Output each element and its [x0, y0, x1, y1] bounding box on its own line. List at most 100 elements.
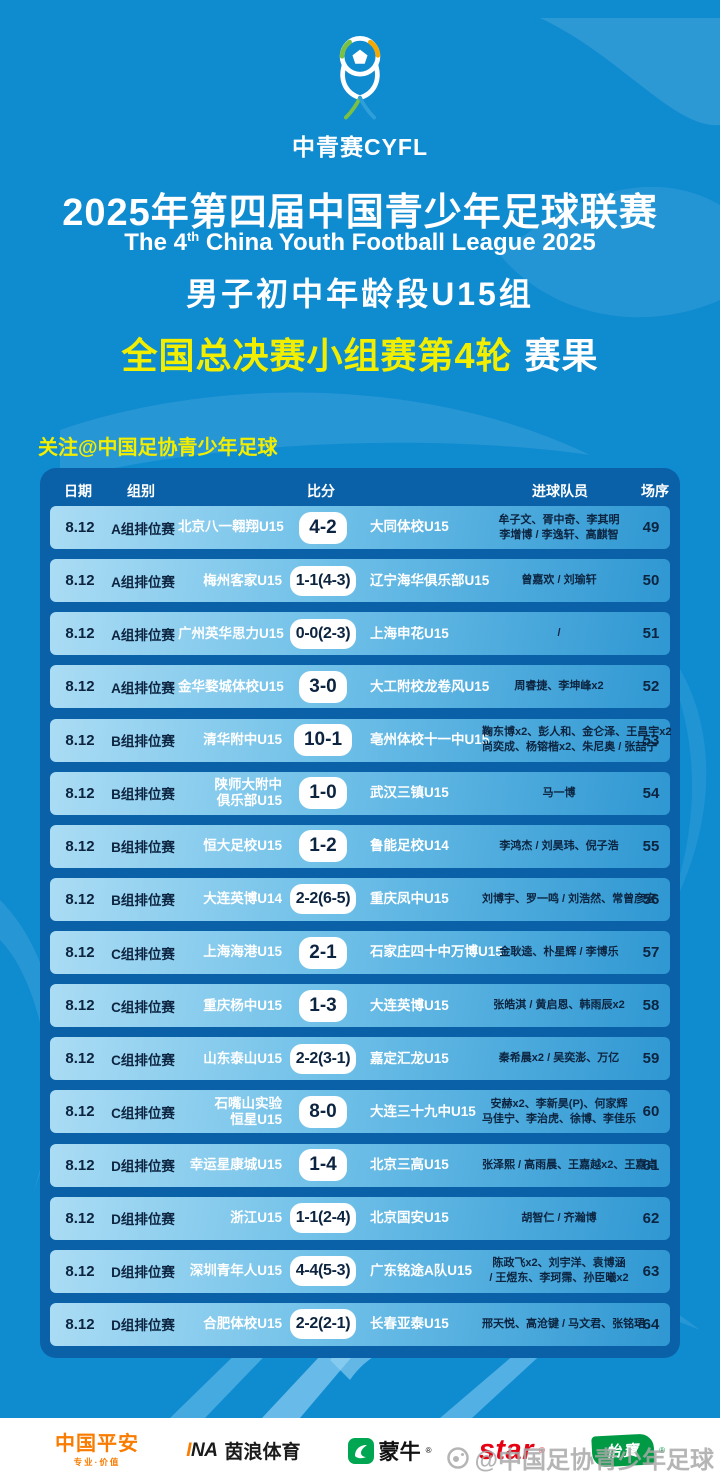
title-en-post: China Youth Football League 2025: [199, 229, 596, 256]
pingan-slogan: 专业·价值: [73, 1456, 121, 1467]
score-pill-wrap: 0-0(2-3): [282, 618, 364, 649]
match-group: A组排位赛: [111, 627, 175, 643]
title-en-pre: The 4: [124, 229, 187, 256]
match-group: A组排位赛: [111, 680, 175, 696]
home-team: 大连英博U14: [203, 891, 282, 907]
weibo-camera-icon: [446, 1446, 469, 1469]
away-team: 重庆凤中U15: [370, 891, 449, 907]
match-date: 8.12: [65, 625, 95, 643]
score-pill-wrap: 8-0: [282, 1095, 364, 1128]
match-order: 56: [642, 890, 660, 908]
score-pill: 2-1: [299, 936, 347, 969]
match-row: 8.12 C组排位赛 山东泰山U15 2-2(3-1) 嘉定汇龙U15 秦希晨x…: [50, 1037, 670, 1081]
score-pill: 0-0(2-3): [289, 618, 357, 649]
score-pill: 2-2(3-1): [289, 1043, 357, 1074]
title-en-sup: th: [186, 229, 200, 244]
score-pill-wrap: 10-1: [282, 724, 364, 756]
match-group: D组排位赛: [111, 1159, 175, 1174]
score-pill: 1-1(2-4): [289, 1203, 357, 1234]
match-row: 8.12 B组排位赛 恒大足校U15 1-2 鲁能足校U14 李鸿杰 / 刘昊玮…: [50, 824, 670, 868]
match-date: 8.12: [65, 1156, 95, 1174]
score-pill: 10-1: [293, 724, 353, 756]
score-pill-wrap: 1-3: [282, 989, 364, 1022]
away-team: 鲁能足校U14: [370, 838, 449, 854]
round-title-suffix: 赛果: [524, 335, 599, 376]
match-group: B组排位赛: [111, 893, 175, 909]
follow-account-label: 关注@中国足协青少年足球: [38, 437, 278, 459]
main-title-en: The 4th China Youth Football League 2025: [0, 229, 720, 257]
goal-scorers: 张皓淇 / 黄启恩、韩雨辰x2: [493, 999, 625, 1012]
match-date: 8.12: [65, 1103, 95, 1121]
goal-scorers: 马一博: [542, 786, 576, 799]
goal-scorers: 陈政飞x2、刘宇洋、袁博涵 / 王煜东、李珂霈、孙臣曦x2: [489, 1257, 629, 1285]
away-team: 北京三高U15: [370, 1156, 449, 1172]
sponsor-bar: 中国平安 专业·价值 INA 茵浪体育 蒙牛 ® star ® 怡寶 ®: [0, 1418, 720, 1483]
home-team: 梅州客家U15: [203, 572, 282, 588]
away-team: 大同体校U15: [370, 519, 449, 535]
match-order: 52: [642, 678, 660, 696]
goal-scorers: 安赫x2、李新昊(P)、何家辉 马佳宁、李治虎、徐博、李佳乐: [482, 1098, 636, 1125]
match-row: 8.12 A组排位赛 北京八一翱翔U15 4-2 大同体校U15 牟子文、胥中奇…: [50, 506, 670, 549]
score-pill: 1-0: [299, 777, 347, 810]
match-date: 8.12: [65, 890, 95, 908]
goal-scorers: 秦希晨x2 / 吴奕澎、万亿: [498, 1052, 620, 1065]
score-pill: 2-2(2-1): [289, 1309, 357, 1340]
col-date: 日期: [64, 483, 92, 499]
away-team: 北京国安U15: [370, 1210, 449, 1226]
match-order: 53: [642, 731, 660, 749]
match-order: 63: [642, 1262, 660, 1280]
match-group: B组排位赛: [111, 787, 175, 803]
sponsor-pingan: 中国平安 专业·价值: [55, 1434, 139, 1468]
match-order: 61: [642, 1156, 660, 1174]
yibao-reg-mark: ®: [659, 1446, 665, 1455]
away-team: 长春亚泰U15: [370, 1316, 449, 1332]
score-pill: 8-0: [299, 1095, 347, 1128]
match-order: 62: [642, 1209, 660, 1227]
round-title-highlight: 全国总决赛小组赛第4轮: [121, 335, 513, 376]
match-date: 8.12: [65, 572, 95, 590]
match-date: 8.12: [65, 519, 95, 536]
score-pill-wrap: 4-2: [282, 511, 364, 544]
match-order: 64: [642, 1315, 660, 1333]
col-scorers: 进球队员: [532, 483, 588, 499]
home-team: 清华附中U15: [203, 731, 282, 747]
match-row: 8.12 B组排位赛 大连英博U14 2-2(6-5) 重庆凤中U15 刘博宇、…: [50, 877, 670, 921]
away-team: 大工附校龙卷风U15: [370, 678, 490, 694]
match-row: 8.12 B组排位赛 陕师大附中 俱乐部U15 1-0 武汉三镇U15 马一博 …: [50, 771, 670, 815]
home-team: 广州英华思力U15: [178, 625, 284, 641]
match-date: 8.12: [65, 678, 95, 696]
away-team: 石家庄四十中万博U15: [370, 944, 503, 960]
match-date: 8.12: [65, 1262, 95, 1280]
match-row: 8.12 A组排位赛 金华婺城体校U15 3-0 大工附校龙卷风U15 周睿捷、…: [50, 665, 670, 709]
match-group: C组排位赛: [111, 1052, 175, 1068]
match-group: C组排位赛: [111, 946, 175, 962]
match-date: 8.12: [65, 944, 95, 961]
score-pill-wrap: 1-1(2-4): [282, 1203, 364, 1234]
main-title-cn: 2025年第四届中国青少年足球联赛: [62, 192, 658, 234]
home-team: 重庆杨中U15: [203, 997, 282, 1013]
score-pill-wrap: 1-0: [282, 777, 364, 810]
results-header: 日期 组别 比分 进球队员 场序: [50, 476, 670, 506]
round-title: 全国总决赛小组赛第4轮 赛果: [0, 327, 720, 379]
sponsor-mengniu: 蒙牛 ®: [347, 1436, 432, 1466]
match-order: 57: [642, 944, 660, 961]
away-team: 大连三十九中U15: [370, 1103, 476, 1119]
mengniu-reg-mark: ®: [425, 1446, 432, 1455]
sponsor-star: star ®: [479, 1436, 545, 1465]
match-row: 8.12 D组排位赛 深圳青年人U15 4-4(5-3) 广东铭途A队U15 陈…: [50, 1249, 670, 1293]
results-board: 日期 组别 比分 进球队员 场序 8.12 A组排位赛 北京八一翱翔U15 4-…: [40, 468, 680, 1358]
score-pill-wrap: 1-1(4-3): [282, 565, 364, 596]
match-row: 8.12 D组排位赛 合肥体校U15 2-2(2-1) 长春亚泰U15 邢天悦、…: [50, 1302, 670, 1346]
goal-scorers: 牟子文、胥中奇、李其明 李增博 / 李逸轩、高麒智: [498, 513, 620, 541]
match-order: 54: [642, 784, 660, 802]
score-pill-wrap: 1-4: [282, 1149, 364, 1181]
match-group: D组排位赛: [111, 1212, 175, 1228]
match-order: 50: [642, 572, 660, 590]
match-row: 8.12 C组排位赛 石嘴山实验 恒星U15 8-0 大连三十九中U15 安赫x…: [50, 1090, 670, 1134]
away-team: 辽宁海华俱乐部U15: [370, 572, 490, 588]
match-row: 8.12 A组排位赛 广州英华思力U15 0-0(2-3) 上海申花U15 / …: [50, 612, 670, 656]
away-team: 亳州体校十一中U15: [370, 731, 490, 747]
home-team: 浙江U15: [230, 1210, 282, 1226]
sponsor-yibao: 怡寶 ®: [591, 1433, 665, 1468]
